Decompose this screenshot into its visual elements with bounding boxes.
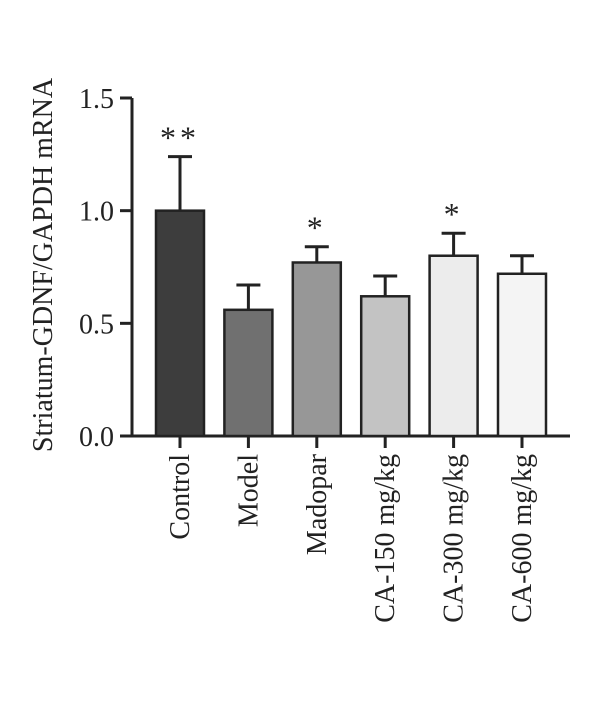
category-label: Model xyxy=(233,454,264,527)
category-label: CA-600 mg/kg xyxy=(507,454,538,623)
significance-markers: *** * xyxy=(160,120,464,246)
significance-marker: ** xyxy=(160,120,200,156)
category-label: Madopar xyxy=(302,453,333,555)
y-tick-label: 0.5 xyxy=(79,309,114,340)
y-axis: 0.0 0.5 1.0 1.5 xyxy=(79,84,134,453)
bar-model xyxy=(223,308,274,438)
category-labels: Control Model Madopar CA-150 mg/kg CA-300 mg… xyxy=(165,453,538,622)
error-bars xyxy=(168,155,534,310)
bar-ca-600-mg-kg xyxy=(496,272,548,438)
x-axis xyxy=(132,434,570,448)
bar-ca-150-mg-kg xyxy=(359,295,411,438)
y-axis-label: Striatum-GDNF/GAPDH mRNA xyxy=(28,77,59,452)
category-label: CA-150 mg/kg xyxy=(370,454,401,623)
bars xyxy=(154,209,548,438)
y-tick-label: 1.0 xyxy=(79,197,114,228)
significance-marker: * xyxy=(307,210,327,246)
significance-marker: * xyxy=(444,196,464,232)
bar-ca-300-mg-kg xyxy=(428,254,479,438)
category-label: CA-300 mg/kg xyxy=(439,454,470,623)
category-label: Control xyxy=(165,454,196,540)
y-tick-label: 1.5 xyxy=(79,84,114,115)
y-tick-label: 0.0 xyxy=(79,422,114,453)
bar-madopar xyxy=(291,261,343,438)
bar-control xyxy=(154,209,206,438)
